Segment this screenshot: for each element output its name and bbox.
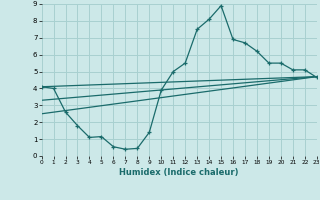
X-axis label: Humidex (Indice chaleur): Humidex (Indice chaleur) — [119, 168, 239, 177]
